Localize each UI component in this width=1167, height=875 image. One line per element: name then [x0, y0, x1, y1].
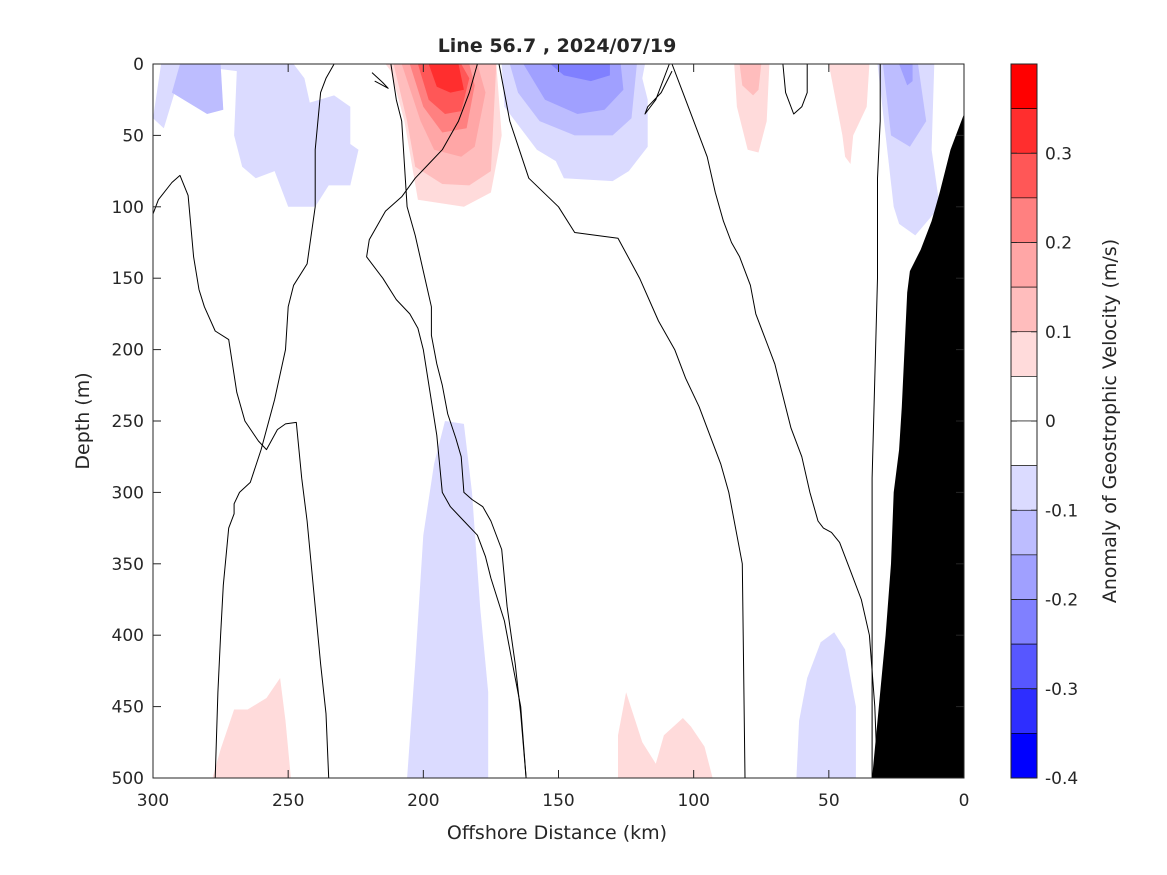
zero-contour-line-9: [871, 64, 881, 778]
chart-title: Line 56.7 , 2024/07/19: [438, 35, 677, 57]
contour-fill-region-21: [796, 632, 856, 778]
plot-area: [152, 63, 965, 779]
zero-contour-line-3: [390, 63, 527, 779]
colorbar: 0.3 0.2 0.1 0 -0.1 -0.2 -0.3 -0.4: [1010, 63, 1078, 789]
zero-contour-line-0: [152, 174, 330, 779]
colorbar-cell-0: [1010, 63, 1038, 109]
colorbar-tick-label: 0.3: [1045, 144, 1072, 164]
y-tick-label: 400: [112, 626, 144, 646]
contour-fill-region-11: [550, 64, 610, 82]
y-tick-label: 250: [112, 412, 144, 432]
y-tick-label: 500: [112, 769, 144, 789]
contour-fill-region-20: [618, 692, 713, 778]
contour-fill-region-18: [407, 421, 489, 778]
y-tick-label: 200: [112, 341, 144, 361]
contour-fill-region-14: [828, 64, 870, 164]
colorbar-cell-6: [1010, 331, 1038, 377]
contour-fill-region-17: [899, 64, 913, 86]
x-tick-label: 0: [959, 791, 970, 811]
colorbar-cell-8: [1010, 420, 1038, 466]
colorbar-tick-label: 0.2: [1045, 234, 1072, 254]
x-tick-label: 100: [677, 791, 709, 811]
x-tick-label: 300: [137, 791, 169, 811]
y-tick-label: 0: [133, 55, 144, 75]
contour-fill-region-16: [882, 64, 927, 147]
land-mask-layer: [872, 114, 964, 778]
y-tick-label: 350: [112, 555, 144, 575]
zero-contour-line-6: [644, 63, 673, 115]
colorbar-cell-4: [1010, 242, 1038, 288]
colorbar-cell-12: [1010, 599, 1038, 645]
y-tick-label: 300: [112, 483, 144, 503]
colorbar-tick-label: -0.2: [1045, 591, 1078, 611]
colorbar-cell-14: [1010, 688, 1038, 734]
y-tick-label: 100: [112, 198, 144, 218]
contour-fill-region-1: [171, 64, 224, 114]
colorbar-tick-label: -0.1: [1045, 501, 1078, 521]
zero-contour-line-8: [782, 63, 808, 115]
colorbar-cell-13: [1010, 643, 1038, 690]
x-axis: 300 250 200 150 100 50 0: [137, 64, 970, 811]
filled-contour-layer: [153, 64, 940, 778]
colorbar-cell-5: [1010, 286, 1038, 333]
zero-contour-line-4: [366, 63, 527, 779]
y-tick-label: 450: [112, 698, 144, 718]
x-tick-label: 150: [542, 791, 574, 811]
x-tick-label: 50: [818, 791, 840, 811]
contour-fill-region-12: [734, 64, 770, 153]
colorbar-cell-7: [1010, 376, 1038, 422]
x-axis-label: Offshore Distance (km): [447, 822, 667, 844]
y-axis: 0 50 100 150 200 250 300 350 400 450 500: [112, 55, 964, 789]
colorbar-tick-label: -0.4: [1045, 769, 1078, 789]
colorbar-tick-label: -0.3: [1045, 680, 1078, 700]
zero-contour-layer: [152, 63, 881, 779]
y-tick-label: 50: [122, 126, 144, 146]
colorbar-cell-2: [1010, 152, 1038, 199]
land-mask-polygon: [872, 114, 964, 778]
colorbar-cell-3: [1010, 197, 1038, 243]
zero-contour-line-1: [214, 63, 335, 779]
y-tick-label: 150: [112, 269, 144, 289]
colorbar-cell-1: [1010, 108, 1038, 154]
contour-fill-region-7: [428, 64, 464, 93]
colorbar-frame: [1010, 63, 1038, 779]
colorbar-tick-label: 0: [1045, 412, 1056, 432]
x-tick-label: 250: [272, 791, 304, 811]
colorbar-cell-11: [1010, 554, 1038, 600]
contour-fill-region-19: [212, 678, 291, 778]
colorbar-ticks: 0.3 0.2 0.1 0 -0.1 -0.2 -0.3 -0.4: [1011, 144, 1078, 789]
x-tick-label: 200: [407, 791, 439, 811]
zero-contour-line-2: [371, 72, 389, 89]
zero-contour-line-5: [498, 63, 746, 779]
colorbar-tick-label: 0.1: [1045, 323, 1072, 343]
contour-fill-region-13: [739, 64, 762, 96]
colorbar-cell-10: [1010, 509, 1038, 556]
colorbar-cell-15: [1010, 733, 1038, 779]
colorbar-label: Anomaly of Geostrophic Velocity (m/s): [1099, 239, 1121, 603]
y-axis-label: Depth (m): [72, 372, 94, 469]
zero-contour-line-7: [671, 63, 878, 779]
colorbar-cell-9: [1010, 465, 1038, 511]
contour-fill-region-0: [153, 64, 359, 207]
